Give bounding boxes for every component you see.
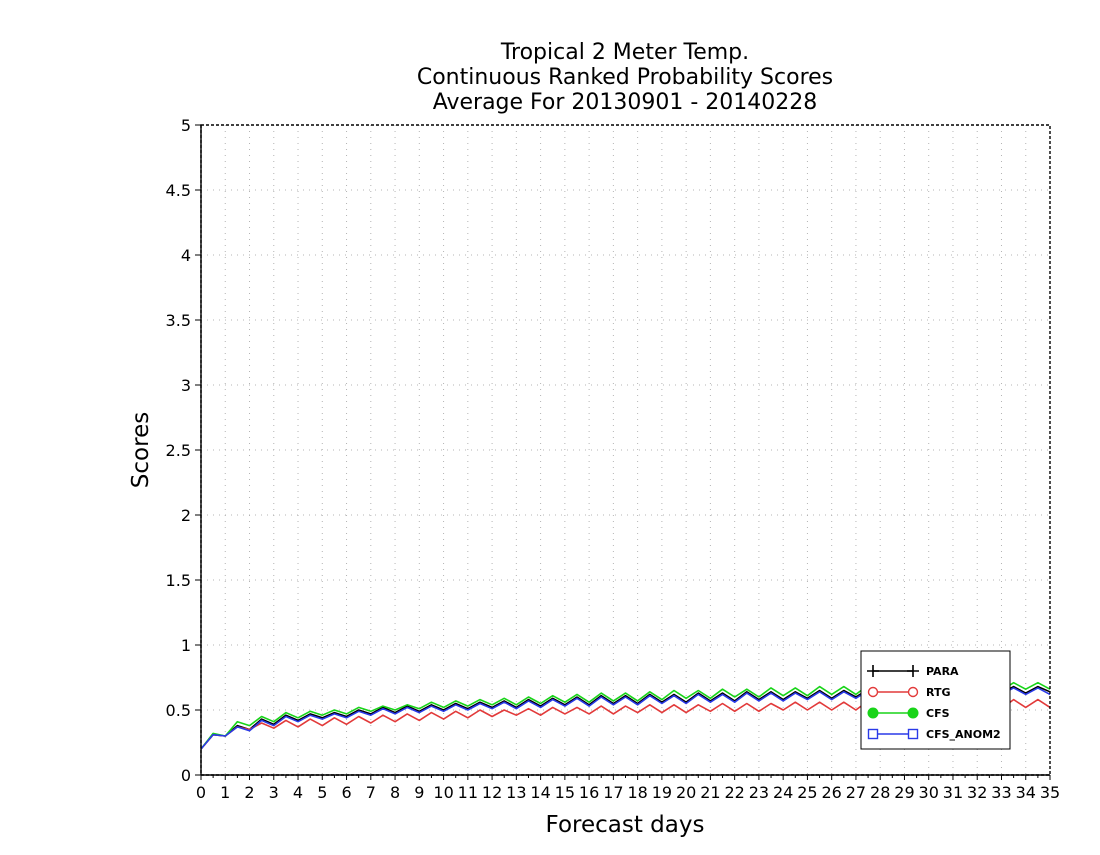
x-tick-label: 17: [603, 783, 623, 802]
legend-item-cfs-anom2: CFS_ANOM2: [867, 728, 1001, 741]
x-tick-label: 27: [846, 783, 866, 802]
legend-box: [860, 650, 1011, 750]
legend-label-para: PARA: [926, 665, 959, 678]
y-tick-label: 1: [181, 636, 191, 655]
y-tick-label: 3: [181, 376, 191, 395]
y-axis-label: Scores: [128, 412, 154, 488]
x-tick-label: 28: [870, 783, 890, 802]
x-tick-label: 11: [458, 783, 478, 802]
x-tick-label: 21: [700, 783, 720, 802]
x-tick-label: 14: [530, 783, 550, 802]
grid: [201, 125, 1050, 775]
legend: PARA RTG CFS CFS_ANOM2: [860, 650, 1011, 750]
legend-marker-open-circle: [867, 686, 879, 698]
chart-title-line-2: Continuous Ranked Probability Scores: [417, 65, 833, 90]
x-tick-label: 31: [943, 783, 963, 802]
legend-item-rtg: RTG: [867, 686, 951, 699]
y-tick-label: 0: [181, 766, 191, 785]
x-tick-label: 22: [724, 783, 744, 802]
x-tick-label: 15: [555, 783, 575, 802]
x-tick-label: 34: [1016, 783, 1036, 802]
legend-label-rtg: RTG: [926, 686, 951, 699]
x-tick-label: 4: [293, 783, 303, 802]
legend-marker-plus: [867, 665, 879, 677]
x-tick-label: 23: [749, 783, 769, 802]
legend-label-cfs: CFS: [926, 707, 950, 720]
x-tick-label: 5: [317, 783, 327, 802]
y-tick-label: 2: [181, 506, 191, 525]
chart-title-line-1: Tropical 2 Meter Temp.: [500, 40, 749, 65]
axis-ticks: 0 1 2 3 4 5 6 7 8 9 10 11 12 13 14 15 16 17 18 19 20 21 22 23 24…: [166, 116, 1061, 802]
x-tick-label: 9: [414, 783, 424, 802]
x-tick-label: 29: [894, 783, 914, 802]
legend-marker-open-square: [867, 728, 879, 740]
y-tick-label: 2.5: [166, 441, 191, 460]
x-tick-label: 20: [676, 783, 696, 802]
legend-marker-plus: [907, 665, 919, 677]
y-tick-label: 0.5: [166, 701, 191, 720]
legend-item-para: PARA: [867, 665, 959, 678]
legend-marker-filled-circle: [907, 707, 919, 719]
legend-marker-open-circle: [907, 686, 919, 698]
y-tick-label: 3.5: [166, 311, 191, 330]
y-tick-label: 1.5: [166, 571, 191, 590]
x-tick-label: 18: [627, 783, 647, 802]
x-tick-label: 12: [482, 783, 502, 802]
x-tick-label: 6: [341, 783, 351, 802]
legend-marker-filled-circle: [867, 707, 879, 719]
x-tick-label: 19: [652, 783, 672, 802]
x-tick-label: 7: [366, 783, 376, 802]
x-tick-label: 13: [506, 783, 526, 802]
x-tick-label: 16: [579, 783, 599, 802]
x-tick-label: 0: [196, 783, 206, 802]
legend-label-cfs-anom2: CFS_ANOM2: [926, 728, 1001, 741]
x-tick-label: 8: [390, 783, 400, 802]
x-tick-label: 10: [433, 783, 453, 802]
chart-title-line-3: Average For 20130901 - 20140228: [433, 90, 818, 115]
x-tick-label: 26: [822, 783, 842, 802]
x-tick-label: 35: [1040, 783, 1060, 802]
y-tick-label: 5: [181, 116, 191, 135]
x-tick-label: 32: [967, 783, 987, 802]
legend-marker-open-square: [907, 728, 919, 740]
x-tick-label: 24: [773, 783, 793, 802]
x-axis-label: Forecast days: [546, 812, 705, 838]
x-tick-label: 30: [919, 783, 939, 802]
x-tick-label: 2: [244, 783, 254, 802]
y-tick-label: 4: [181, 246, 191, 265]
x-tick-label: 3: [269, 783, 279, 802]
legend-item-cfs: CFS: [867, 707, 950, 720]
x-tick-label: 25: [797, 783, 817, 802]
y-tick-label: 4.5: [166, 181, 191, 200]
x-tick-label: 33: [991, 783, 1011, 802]
x-tick-label: 1: [220, 783, 230, 802]
